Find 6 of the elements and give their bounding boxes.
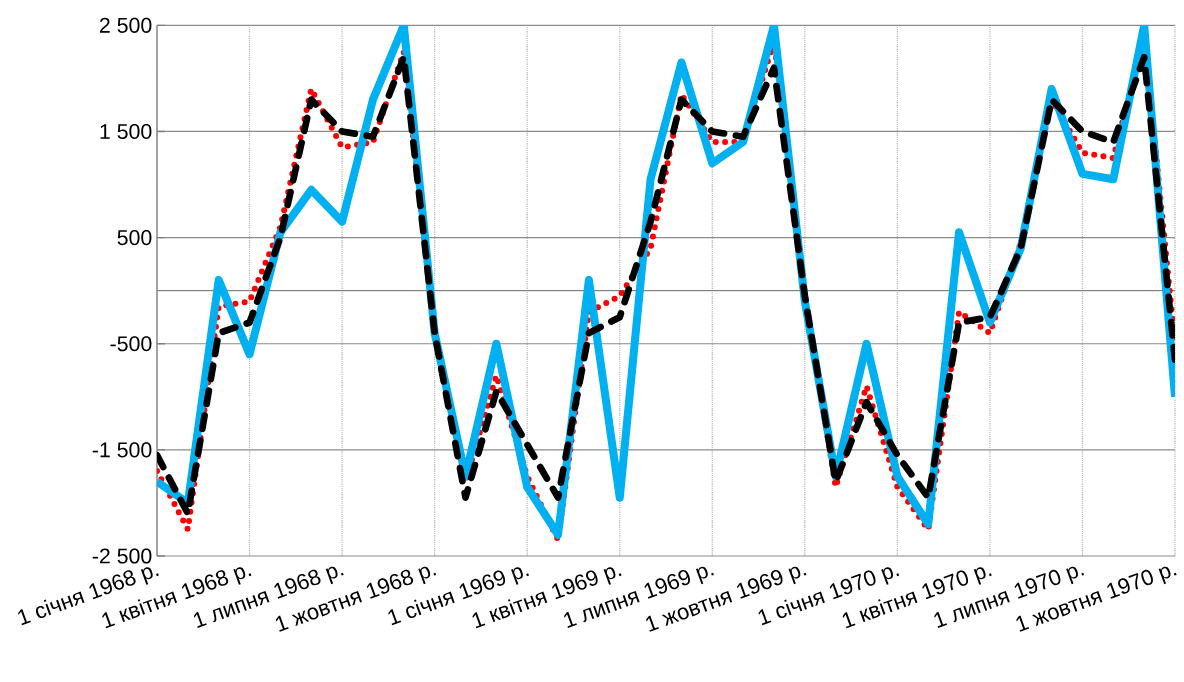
y-tick-label: -500 [110, 336, 152, 352]
y-tick-label: -2 500 [92, 548, 152, 564]
y-tick-label: 500 [117, 230, 152, 246]
y-tick-label: 1 500 [100, 123, 152, 140]
y-tick-label: 2 500 [99, 17, 152, 33]
y-tick-label: -1 500 [92, 442, 152, 458]
